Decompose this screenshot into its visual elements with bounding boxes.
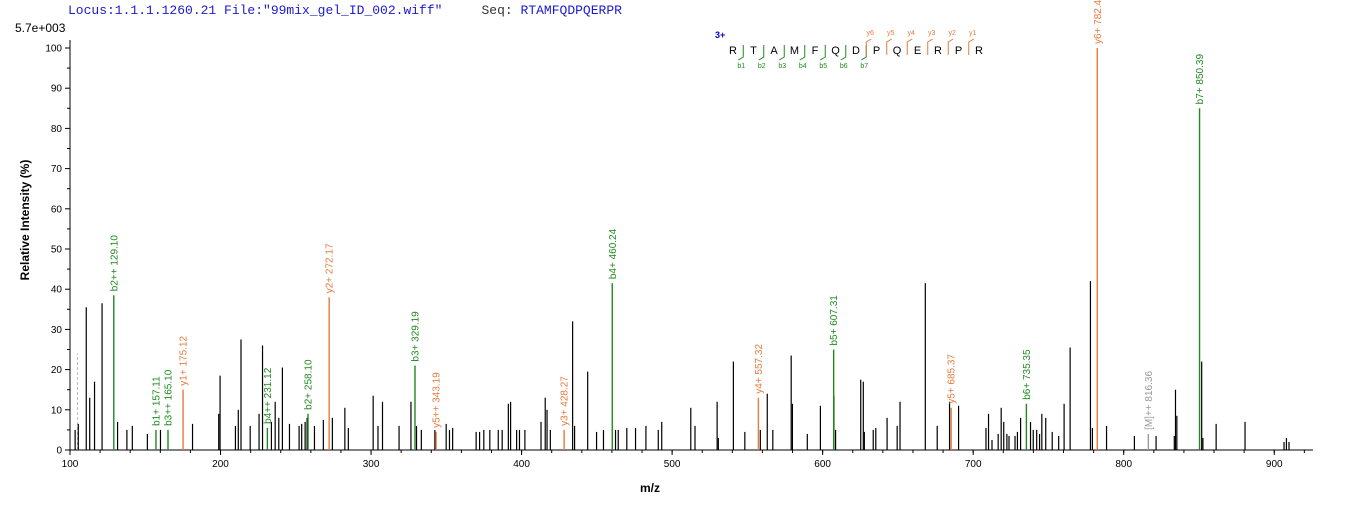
charge-state-label: 3+ [715, 30, 725, 40]
peaks [74, 281, 1290, 450]
y-tick-label: 40 [51, 285, 63, 296]
y-tick-label: 70 [51, 164, 63, 175]
peak-annotation-label: b7+ 850.39 [1195, 54, 1206, 105]
y-ion-bracket [927, 38, 934, 55]
x-axis-title: m/z [640, 481, 660, 495]
y-ion-label: y4 [908, 30, 916, 37]
sequence-residue: Q [831, 45, 840, 57]
y-tick-label: 0 [56, 446, 62, 457]
y-tick-label: 60 [51, 204, 63, 215]
b-ion-label: b2 [758, 63, 766, 70]
y-ion-label: y6 [867, 30, 875, 37]
axes: 100 200 300 400 500 600 700 800 900 0 10 20 30 40 50 60… [45, 40, 1313, 470]
y-ion-bracket [886, 38, 893, 55]
peak-annotation-label: b2++ 129.10 [109, 235, 120, 292]
x-tick-label: 800 [1115, 459, 1132, 470]
peak-annotation-label: y5++ 343.19 [432, 372, 443, 428]
y-ion-label: y5 [887, 30, 895, 37]
y-tick-label: 90 [51, 84, 63, 95]
peak-annotation-label: y2+ 272.17 [325, 243, 336, 293]
sequence-residue: R [934, 45, 942, 57]
sequence-residue: Q [893, 45, 902, 57]
x-tick-label: 700 [965, 459, 982, 470]
y-tick-label: 20 [51, 365, 63, 376]
sequence-residue: R [975, 45, 983, 57]
b-ion-label: b1 [737, 63, 745, 70]
b-ion-bracket [860, 45, 867, 61]
peak-annotation-label: b4++ 231.12 [263, 367, 274, 424]
y-ion-label: y2 [949, 30, 957, 37]
x-tick-label: 500 [664, 459, 681, 470]
sequence-residue: M [790, 45, 799, 57]
b-ion-label: b6 [840, 63, 848, 70]
peak-annotation-label: b3++ 165.10 [163, 369, 174, 426]
b-ion-label: b7 [860, 63, 868, 70]
peak-annotation-label: y6+ 782.43 [1093, 0, 1104, 44]
peak-annotation-label: b5+ 607.31 [829, 295, 840, 346]
peak-annotation-label: b2+ 258.10 [303, 359, 314, 410]
sequence-residue: P [955, 45, 962, 57]
y-tick-label: 100 [45, 44, 62, 55]
peak-annotation-label: y3+ 428.27 [560, 376, 571, 426]
x-tick-label: 300 [363, 459, 380, 470]
y-tick-label: 80 [51, 124, 63, 135]
y-ion-bracket [947, 38, 954, 55]
peak-annotation-label: [M]++ 816.36 [1144, 371, 1155, 430]
b-ion-bracket [840, 45, 847, 61]
sequence-residue: F [812, 45, 819, 57]
y-tick-label: 50 [51, 245, 63, 256]
b-ion-bracket [778, 45, 785, 61]
b-ion-bracket [758, 45, 765, 61]
sequence-residue: A [770, 45, 778, 57]
x-tick-label: 600 [814, 459, 831, 470]
annotated-peaks: b2++ 129.10 b1+ 157.11 b3++ 165.10 y1+ 175.… [109, 0, 1206, 450]
spectrum-header: Locus:1.1.1.1260.21 File:"99mix_gel_ID_0… [68, 3, 622, 18]
peak-annotation-label: y5+ 685.37 [947, 354, 958, 404]
x-tick-label: 900 [1266, 459, 1283, 470]
y-ion-bracket [906, 38, 913, 55]
b-ion-label: b5 [819, 63, 827, 70]
b-ion-label: b4 [799, 63, 807, 70]
x-tick-label: 400 [513, 459, 530, 470]
y-tick-label: 10 [51, 405, 63, 416]
y-axis-title: Relative Intensity (%) [18, 160, 32, 281]
y-ion-label: y1 [969, 30, 977, 37]
peak-annotation-label: b1+ 157.11 [151, 376, 162, 426]
y-ion-bracket [968, 38, 975, 55]
b-ion-label: b3 [778, 63, 786, 70]
seq-label: Seq: [481, 3, 513, 18]
peak-annotation-label: b6+ 735.35 [1022, 349, 1033, 400]
locus-file-text: Locus:1.1.1.1260.21 File:"99mix_gel_ID_0… [68, 3, 443, 18]
peak-annotation-label: y1+ 175.12 [179, 335, 190, 385]
y-ion-bracket [865, 38, 872, 55]
peak-annotation-label: b4+ 460.24 [608, 228, 619, 279]
b-ion-bracket [737, 45, 744, 61]
sequence-residue: P [873, 45, 880, 57]
seq-value: RTAMFQDPQERPR [520, 3, 622, 18]
peak-annotation-label: b3+ 329.19 [410, 311, 421, 362]
sequence-residue: E [914, 45, 921, 57]
sequence-residue: T [750, 45, 757, 57]
x-tick-label: 200 [212, 459, 229, 470]
sequence-residue: D [852, 45, 860, 57]
x-tick-label: 100 [62, 459, 79, 470]
peak-annotation-label: y4+ 557.32 [754, 344, 765, 394]
b-ion-bracket [799, 45, 806, 61]
y-tick-label: 30 [51, 325, 63, 336]
sequence-residue: R [729, 45, 737, 57]
max-intensity-label: 5.7e+003 [15, 21, 66, 35]
y-ion-label: y3 [928, 30, 936, 37]
b-ion-bracket [819, 45, 826, 61]
